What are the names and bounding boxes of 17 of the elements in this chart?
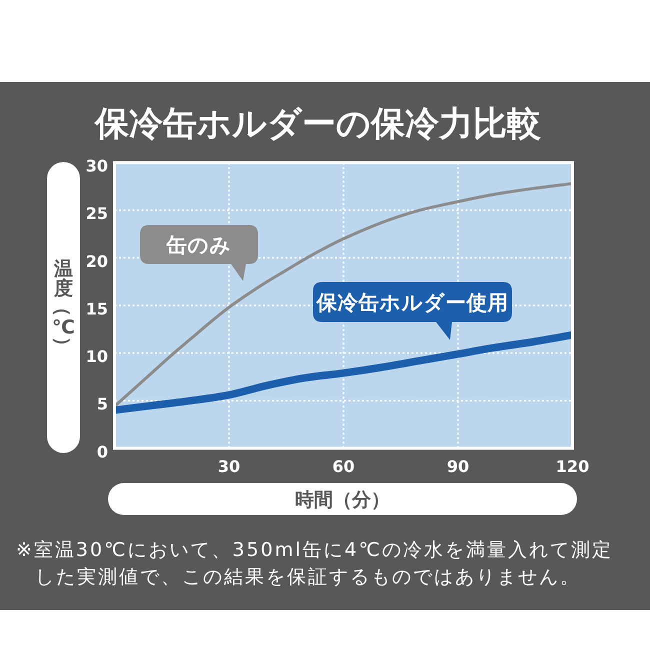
series-label: 缶のみ [166,233,232,257]
y-tick-label: 0 [96,442,108,462]
x-tick-label: 30 [218,457,240,476]
text: ※室温30℃において、350ml缶に4℃の冷水を満量入れて測定した実測値で、この結果を保証するものではありません。 [16,538,614,590]
y-tick-label: 20 [86,252,108,271]
x-tick-label: 60 [332,457,355,476]
x-tick-label: 90 [446,457,470,476]
y-tick-label: 5 [96,394,108,414]
x-axis-title: 時間（分） [295,489,390,511]
y-tick-label: 25 [86,204,108,224]
series-label: 保冷缶ホルダー使用 [316,290,508,314]
y-tick-label: 10 [86,347,108,366]
y-axis-title: 温度（℃） [51,258,76,356]
y-tick-label: 30 [86,156,108,176]
x-tick-label: 120 [556,457,590,476]
y-tick-label: 15 [86,299,108,318]
chart-title: 保冷缶ホルダーの保冷力比較 [93,104,541,144]
